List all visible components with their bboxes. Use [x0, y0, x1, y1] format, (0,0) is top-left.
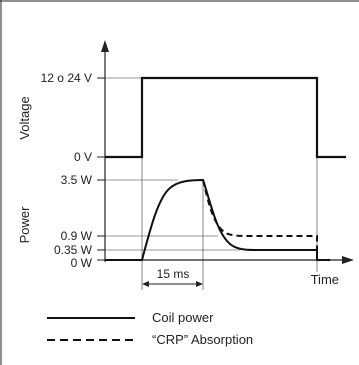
- legend-crp-label: “CRP” Absorption: [152, 332, 253, 347]
- power-tick-0-35: 0.35 W: [54, 243, 93, 257]
- crp-absorption-curve: [202, 179, 318, 260]
- power-axis-title: Power: [17, 206, 32, 244]
- dimension-arrowhead-right: [196, 281, 203, 287]
- x-axis-arrow: [342, 256, 354, 264]
- power-tick-0-9: 0.9 W: [61, 229, 93, 243]
- voltage-waveform: [105, 76, 346, 159]
- voltage-axis-title: Voltage: [17, 96, 32, 139]
- power-tick-0: 0 W: [71, 256, 93, 270]
- dimension-15ms-label: 15 ms: [157, 267, 190, 281]
- y-axis-arrow: [101, 40, 109, 52]
- coil-power-curve: [105, 178, 330, 261]
- legend-coil-power-label: Coil power: [152, 310, 214, 325]
- voltage-tick-high: 12 o 24 V: [41, 71, 92, 85]
- power-tick-3-5: 3.5 W: [61, 173, 93, 187]
- voltage-tick-zero: 0 V: [74, 150, 92, 164]
- dimension-arrowhead-left: [142, 281, 149, 287]
- time-axis-label: Time: [311, 272, 339, 287]
